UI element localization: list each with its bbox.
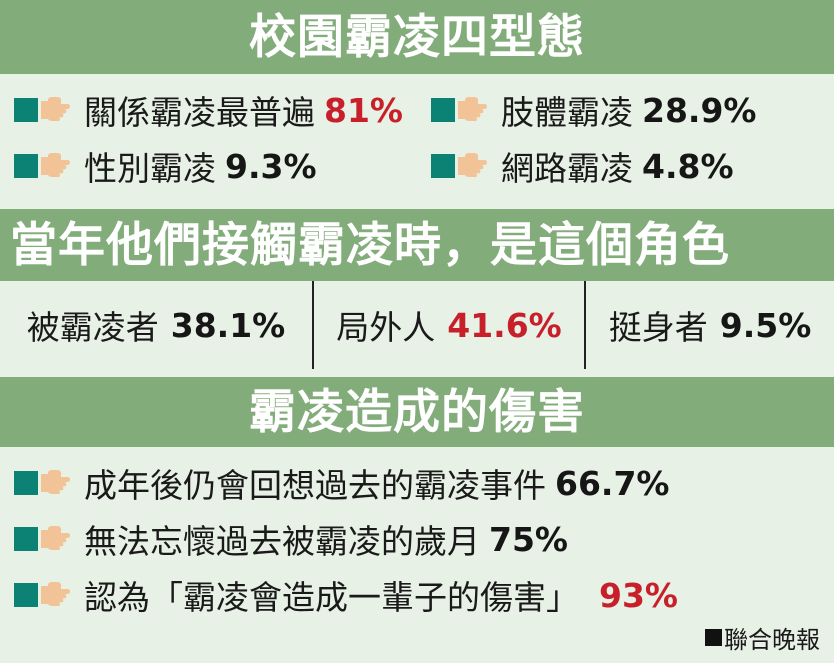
- list-item-label: 關係霸凌最普遍: [84, 93, 315, 132]
- square-icon: [14, 98, 38, 122]
- role-label: 局外人: [336, 308, 436, 347]
- list-item-value: 81%: [324, 90, 403, 130]
- bullet-marker: [14, 468, 75, 498]
- list-item-label: 性別霸凌: [84, 149, 216, 188]
- section-heading-role-at-the-time: 當年他們接觸霸凌時，是這個角色: [0, 209, 834, 281]
- list-item-value: 66.7%: [555, 463, 670, 503]
- role-value: 38.1%: [170, 305, 286, 345]
- list-item-label: 肢體霸凌: [501, 93, 633, 132]
- bullet-marker: [431, 151, 492, 181]
- role-label: 挺身者: [608, 308, 708, 347]
- square-bullet-icon: [705, 629, 722, 646]
- square-icon: [431, 154, 455, 178]
- pointing-hand-icon: [458, 153, 487, 177]
- bullet-marker: [14, 95, 75, 125]
- pointing-hand-icon: [41, 97, 70, 121]
- role-value: 9.5%: [719, 305, 812, 345]
- role-cell-victim: 被霸凌者 38.1%: [0, 281, 312, 369]
- source-credit: 聯合晚報: [705, 620, 820, 655]
- list-item: 關係霸凌最普遍 81%: [0, 82, 417, 138]
- square-icon: [14, 154, 38, 178]
- list-item-label: 無法忘懷過去被霸凌的歲月: [84, 522, 480, 561]
- list-item: 認為「霸凌會造成一輩子的傷害」 93%: [0, 567, 834, 623]
- list-item: 成年後仍會回想過去的霸凌事件 66.7%: [0, 455, 834, 511]
- square-icon: [14, 471, 38, 495]
- pointing-hand-icon: [458, 97, 487, 121]
- pointing-hand-icon: [41, 470, 70, 494]
- list-item-value: 9.3%: [225, 146, 317, 186]
- pointing-hand-icon: [41, 526, 70, 550]
- source-name: 聯合晚報: [724, 626, 820, 654]
- section-heading-bullying-types: 校園霸凌四型態: [0, 0, 834, 74]
- harm-caused-list: 成年後仍會回想過去的霸凌事件 66.7% 無法忘懷過去被霸凌的歲月 75%: [0, 447, 834, 629]
- bullet-marker: [14, 524, 75, 554]
- bullet-marker: [431, 95, 492, 125]
- list-item-value: 75%: [489, 519, 568, 559]
- list-item-label: 網路霸凌: [501, 149, 633, 188]
- pointing-hand-icon: [41, 582, 70, 606]
- list-item-value: 28.9%: [642, 90, 757, 130]
- list-item: 性別霸凌 9.3%: [0, 138, 417, 194]
- role-cell-defender: 挺身者 9.5%: [586, 281, 834, 369]
- list-item-label: 成年後仍會回想過去的霸凌事件: [84, 466, 546, 505]
- square-icon: [14, 527, 38, 551]
- list-item: 網路霸凌 4.8%: [417, 138, 834, 194]
- pointing-hand-icon: [41, 153, 70, 177]
- list-item: 無法忘懷過去被霸凌的歲月 75%: [0, 511, 834, 567]
- role-label: 被霸凌者: [26, 308, 159, 347]
- square-icon: [431, 98, 455, 122]
- list-item-label: 認為「霸凌會造成一輩子的傷害」: [84, 578, 579, 617]
- bullet-marker: [14, 151, 75, 181]
- role-cell-bystander: 局外人 41.6%: [312, 281, 586, 369]
- list-item-value: 4.8%: [642, 146, 734, 186]
- list-item: 肢體霸凌 28.9%: [417, 82, 834, 138]
- bullet-marker: [14, 580, 75, 610]
- bullying-types-list: 關係霸凌最普遍 81% 肢體霸凌 28.9%: [0, 74, 834, 200]
- section-heading-harm-caused: 霸凌造成的傷害: [0, 377, 834, 447]
- list-item-value: 93%: [599, 575, 678, 615]
- role-value: 41.6%: [447, 305, 562, 345]
- square-icon: [14, 583, 38, 607]
- roles-row: 被霸凌者 38.1% 局外人 41.6% 挺身者 9.5%: [0, 281, 834, 369]
